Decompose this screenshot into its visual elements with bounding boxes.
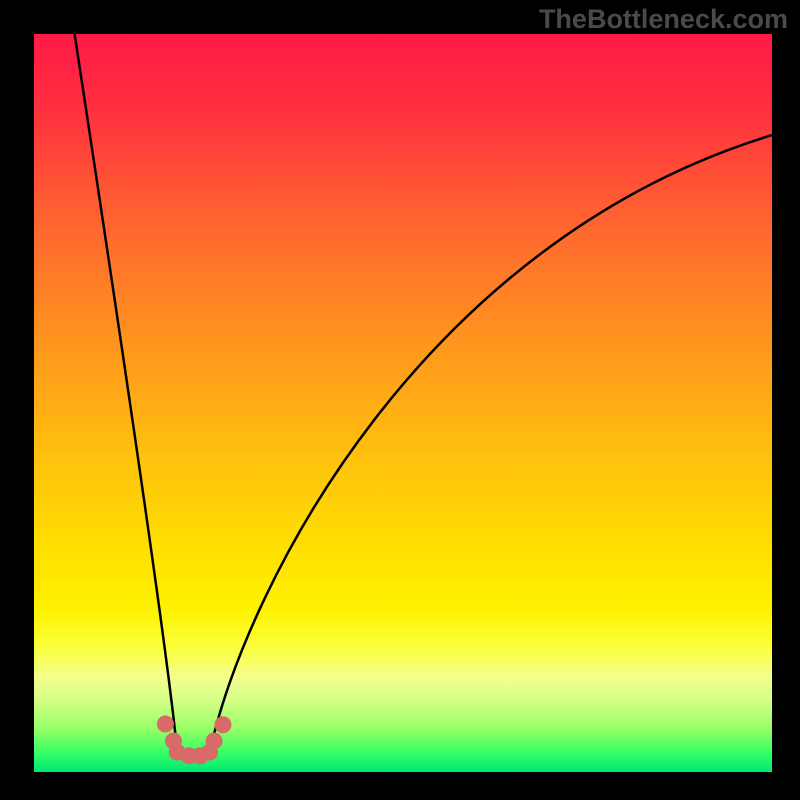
chart-container: TheBottleneck.com xyxy=(0,0,800,800)
data-marker xyxy=(206,733,223,750)
watermark-text: TheBottleneck.com xyxy=(539,4,788,35)
curve-right-branch xyxy=(210,135,772,752)
curve-left-branch xyxy=(75,34,178,752)
data-marker xyxy=(214,716,231,733)
data-marker xyxy=(157,716,174,733)
plot-area xyxy=(34,34,772,772)
curves-svg xyxy=(34,34,772,772)
